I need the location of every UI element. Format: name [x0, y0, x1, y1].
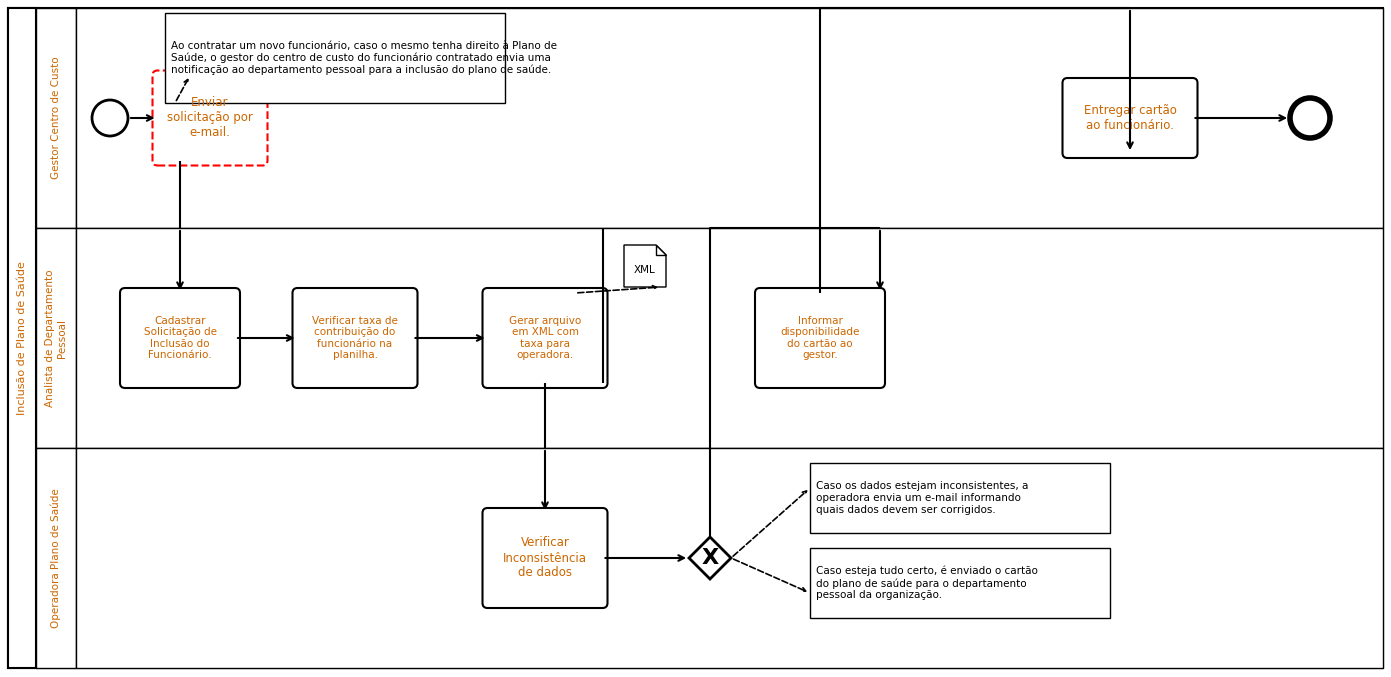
- FancyBboxPatch shape: [292, 288, 417, 388]
- Text: Enviar
solicitação por
e-mail.: Enviar solicitação por e-mail.: [167, 97, 253, 139]
- FancyBboxPatch shape: [483, 288, 608, 388]
- Text: XML: XML: [634, 265, 657, 275]
- Text: X: X: [701, 548, 719, 568]
- Polygon shape: [689, 537, 732, 579]
- FancyBboxPatch shape: [120, 288, 241, 388]
- FancyBboxPatch shape: [153, 70, 267, 165]
- Text: Inclusão de Plano de Saúde: Inclusão de Plano de Saúde: [17, 261, 26, 415]
- Text: Gerar arquivo
em XML com
taxa para
operadora.: Gerar arquivo em XML com taxa para opera…: [509, 315, 581, 360]
- Bar: [36, 8, 77, 228]
- Text: Operadora Plano de Saúde: Operadora Plano de Saúde: [50, 488, 61, 628]
- Circle shape: [92, 100, 128, 136]
- Text: Informar
disponibilidade
do cartão ao
gestor.: Informar disponibilidade do cartão ao ge…: [780, 315, 860, 360]
- Text: Gestor Centro de Custo: Gestor Centro de Custo: [51, 57, 61, 179]
- Bar: [8, 8, 36, 668]
- Text: Ao contratar um novo funcionário, caso o mesmo tenha direito à Plano de
Saúde, o: Ao contratar um novo funcionário, caso o…: [171, 41, 556, 75]
- Bar: [36, 228, 77, 448]
- FancyBboxPatch shape: [755, 288, 885, 388]
- Circle shape: [1289, 98, 1330, 138]
- Text: Verificar taxa de
contribuição do
funcionário na
planilha.: Verificar taxa de contribuição do funcio…: [312, 315, 398, 360]
- Bar: [77, 8, 1383, 228]
- Text: Cadastrar
Solicitação de
Inclusão do
Funcionário.: Cadastrar Solicitação de Inclusão do Fun…: [143, 315, 217, 360]
- Bar: [36, 448, 77, 668]
- FancyBboxPatch shape: [1063, 78, 1198, 158]
- Bar: [810, 548, 1110, 618]
- FancyBboxPatch shape: [483, 508, 608, 608]
- Bar: [77, 228, 1383, 448]
- Bar: [166, 13, 505, 103]
- Text: Analista de Departamento
Pessoal: Analista de Departamento Pessoal: [45, 269, 67, 407]
- Bar: [77, 448, 1383, 668]
- Text: Caso esteja tudo certo, é enviado o cartão
do plano de saúde para o departamento: Caso esteja tudo certo, é enviado o cart…: [817, 566, 1038, 600]
- Text: Entregar cartão
ao funcionário.: Entregar cartão ao funcionário.: [1084, 104, 1177, 132]
- Bar: [810, 463, 1110, 533]
- Polygon shape: [625, 245, 666, 287]
- Text: Caso os dados estejam inconsistentes, a
operadora envia um e-mail informando
qua: Caso os dados estejam inconsistentes, a …: [817, 481, 1028, 515]
- Text: Verificar
Inconsistência
de dados: Verificar Inconsistência de dados: [504, 536, 587, 580]
- Polygon shape: [657, 245, 666, 255]
